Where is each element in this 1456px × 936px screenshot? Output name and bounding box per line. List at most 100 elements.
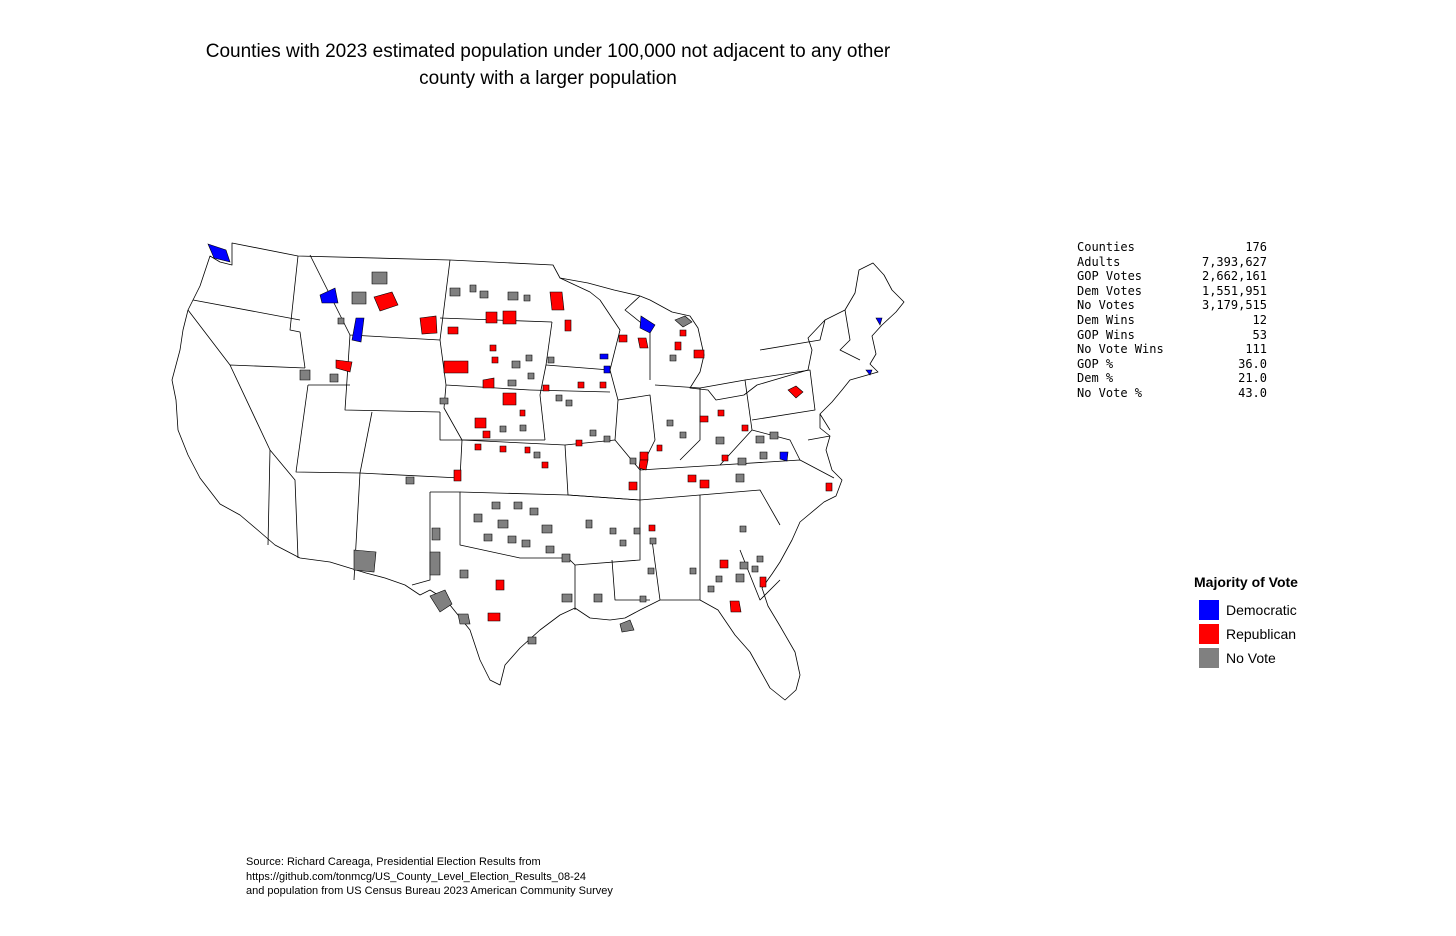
county-novote — [609, 527, 617, 535]
county-gop — [489, 344, 497, 352]
county-novote — [513, 501, 523, 510]
county-novote — [629, 457, 637, 465]
county-dem — [865, 369, 873, 376]
county-gop — [453, 469, 462, 482]
county-novote — [565, 399, 573, 407]
county-gop — [699, 415, 709, 423]
county-novote — [547, 356, 555, 364]
legend: Majority of Vote Democratic Republican No … — [1194, 574, 1298, 670]
source-line-2: https://github.com/tonmcg/US_County_Leve… — [246, 870, 586, 883]
map-title: Counties with 2023 estimated population … — [140, 38, 956, 92]
stat-value: 36.0 — [1238, 356, 1267, 371]
county-novote — [619, 619, 635, 633]
county-gop — [447, 326, 459, 335]
county-gop — [729, 600, 742, 613]
stat-label: No Vote Wins — [1077, 342, 1164, 357]
highlighted-counties — [207, 243, 883, 645]
stat-row: No Votes 3,179,515 — [1077, 298, 1267, 313]
county-gop — [564, 319, 572, 332]
county-novote — [507, 379, 517, 387]
county-novote — [527, 636, 537, 645]
county-novote — [353, 549, 377, 573]
stat-label: Dem Wins — [1077, 312, 1135, 327]
county-gop — [679, 329, 687, 337]
county-gop — [577, 381, 585, 389]
stat-row: Dem % 21.0 — [1077, 371, 1267, 386]
county-gop — [656, 444, 663, 452]
stat-value: 53 — [1252, 327, 1267, 342]
county-gop — [759, 576, 767, 588]
legend-swatch — [1199, 648, 1219, 668]
legend-item: No Vote — [1194, 646, 1298, 670]
county-novote — [507, 535, 517, 544]
county-novote — [491, 501, 501, 510]
county-gop — [787, 385, 804, 399]
county-dem — [599, 353, 609, 360]
county-novote — [429, 589, 453, 613]
stat-row: Adults 7,393,627 — [1077, 255, 1267, 270]
county-gop — [719, 559, 729, 569]
county-novote — [589, 429, 597, 437]
county-gop — [373, 291, 399, 312]
county-dem — [639, 315, 656, 334]
legend-swatch — [1199, 624, 1219, 644]
stat-label: Adults — [1077, 254, 1121, 269]
county-novote — [669, 354, 677, 362]
county-novote — [715, 436, 725, 445]
source-note: Source: Richard Careaga, Presidential El… — [246, 855, 613, 899]
county-novote — [639, 595, 647, 603]
stat-label: GOP Wins — [1077, 327, 1135, 342]
county-novote — [449, 287, 461, 297]
county-gop — [491, 356, 499, 364]
stat-value: 3,179,515 — [1201, 298, 1267, 313]
county-gop — [674, 341, 682, 351]
legend-item: Democratic — [1194, 598, 1298, 622]
county-gop — [519, 409, 526, 417]
county-gop — [487, 612, 501, 622]
county-novote — [769, 431, 779, 440]
county-gop — [499, 445, 507, 453]
county-dem — [779, 451, 789, 462]
county-novote — [429, 551, 441, 576]
county-gop — [485, 311, 498, 324]
county-gop — [541, 461, 549, 469]
county-novote — [469, 284, 477, 293]
stat-label: Counties — [1077, 240, 1135, 254]
county-novote — [739, 525, 747, 533]
county-dem — [351, 317, 365, 343]
legend-label: No Vote — [1226, 650, 1276, 666]
county-novote — [561, 553, 571, 563]
stat-value: 43.0 — [1238, 385, 1267, 400]
county-novote — [707, 585, 715, 593]
stat-label: No Votes — [1077, 298, 1135, 313]
legend-item: Republican — [1194, 622, 1298, 646]
stat-value: 7,393,627 — [1201, 254, 1267, 269]
county-novote — [483, 533, 493, 542]
county-novote — [533, 451, 541, 459]
county-gop — [639, 451, 649, 461]
county-novote — [479, 290, 489, 299]
county-novote — [351, 291, 367, 305]
county-novote — [759, 451, 768, 460]
county-novote — [519, 424, 527, 432]
stat-label: GOP Votes — [1077, 269, 1143, 284]
county-novote — [755, 435, 765, 444]
stat-row: No Vote Wins 111 — [1077, 342, 1267, 357]
county-novote — [473, 513, 483, 523]
county-novote — [511, 360, 521, 369]
stat-value: 1,551,951 — [1201, 283, 1267, 298]
county-gop — [549, 291, 565, 311]
county-gop — [443, 360, 469, 374]
county-gop — [618, 334, 628, 343]
county-novote — [561, 593, 573, 603]
stat-label: GOP % — [1077, 356, 1114, 371]
county-gop — [482, 377, 495, 389]
county-gop — [741, 424, 749, 432]
map-title-line-1: Counties with 2023 estimated population … — [205, 41, 891, 62]
county-novote — [555, 394, 563, 402]
stat-row: No Vote % 43.0 — [1077, 386, 1267, 401]
state-boundaries — [171, 242, 905, 701]
us-outline — [171, 242, 905, 701]
legend-label: Republican — [1226, 626, 1297, 642]
county-novote — [499, 425, 507, 433]
